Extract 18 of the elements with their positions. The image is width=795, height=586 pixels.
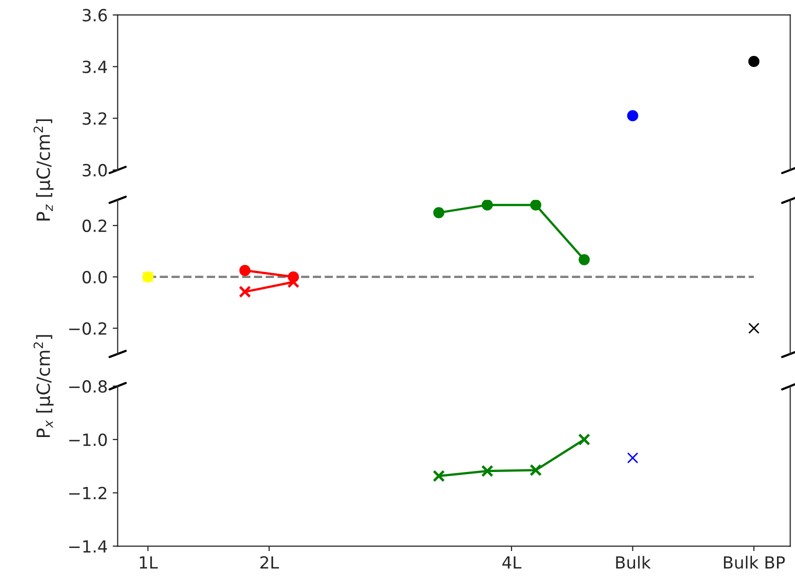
x-tick-label: 1L	[140, 556, 158, 569]
x-tick-label: Bulk BP	[724, 556, 785, 569]
y-tick-label: −1.0	[69, 433, 107, 446]
y-tick-label: −1.4	[69, 540, 107, 552]
x-tick-label: 4L	[502, 556, 522, 569]
y-axis-title: P$_{z}$ [μC/cm$^{2}$]	[34, 119, 54, 220]
y-tick-label: 3.0	[82, 164, 107, 177]
y-tick-label: 3.6	[82, 8, 107, 22]
y-tick-label: 3.2	[82, 112, 106, 125]
y-tick-label: −1.2	[69, 486, 106, 500]
x-tick-label: Bulk	[616, 556, 651, 569]
y-tick-label: −0.2	[69, 322, 106, 335]
y-tick-label: 0.2	[82, 219, 106, 232]
x-tick-label: 2L	[260, 556, 279, 569]
y-tick-label: 3.4	[82, 60, 108, 74]
y-tick-label: −0.8	[69, 380, 107, 393]
y-axis-title: P$_{x}$ [μC/cm$^{2}$]	[34, 335, 54, 438]
y-tick-label: 0.0	[82, 270, 107, 284]
